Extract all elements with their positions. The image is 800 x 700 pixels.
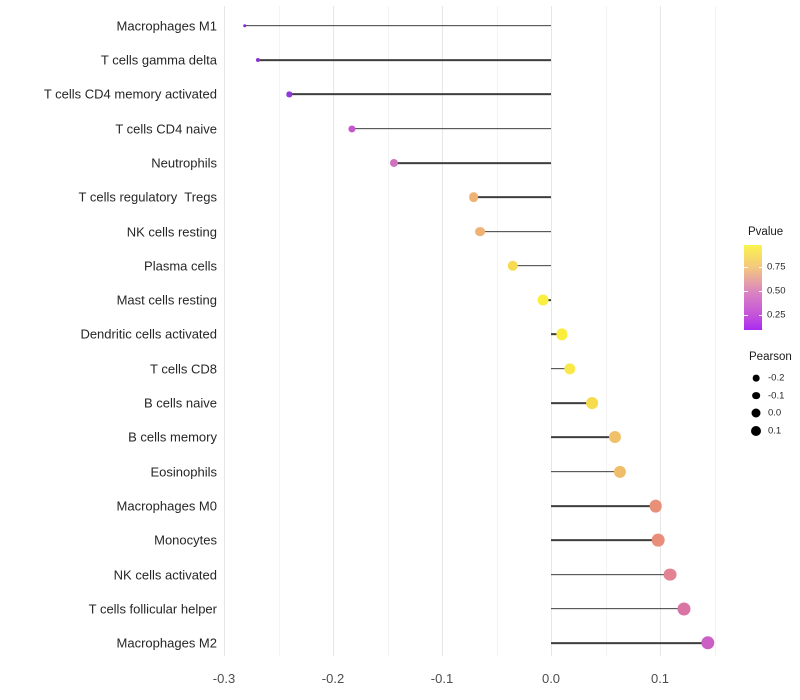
y-axis-label: Macrophages M1 bbox=[116, 18, 217, 34]
lollipop-dot bbox=[255, 57, 260, 63]
lollipop-dot bbox=[347, 125, 356, 133]
lollipop-dot bbox=[468, 192, 479, 203]
lollipop-stem bbox=[289, 93, 551, 96]
lollipop-dot bbox=[663, 568, 677, 581]
x-gridline-major bbox=[224, 6, 225, 656]
lollipop-stem bbox=[244, 24, 551, 27]
pearson-size-dot bbox=[752, 374, 760, 382]
y-axis-label: T cells CD4 memory activated bbox=[43, 86, 217, 102]
pvalue-tick-label: 0.25 bbox=[767, 309, 786, 321]
lollipop-dot bbox=[613, 465, 626, 478]
pvalue-colorbar-tickmark bbox=[758, 315, 762, 317]
lollipop-stem bbox=[394, 162, 551, 164]
x-tick-label: -0.1 bbox=[430, 671, 454, 686]
y-axis-label: NK cells activated bbox=[113, 567, 217, 582]
y-axis-label: Plasma cells bbox=[144, 258, 217, 274]
lollipop-stem bbox=[551, 402, 593, 404]
lollipop-dot bbox=[651, 533, 665, 547]
lollipop-dot bbox=[242, 23, 247, 28]
lollipop-dot bbox=[475, 226, 486, 237]
pearson-size-label: 0.0 bbox=[768, 407, 782, 419]
pvalue-colorbar-tickmark bbox=[744, 266, 748, 268]
pearson-size-label: 0.1 bbox=[768, 425, 782, 437]
lollipop-stem bbox=[551, 607, 684, 610]
x-gridline-minor bbox=[714, 6, 716, 656]
lollipop-stem bbox=[551, 539, 658, 542]
x-gridline-minor bbox=[278, 6, 280, 656]
lollipop-dot bbox=[701, 636, 715, 650]
x-tick-label: -0.2 bbox=[321, 671, 345, 686]
y-axis-label: Mast cells resting bbox=[116, 292, 217, 308]
y-axis-label: NK cells resting bbox=[126, 224, 217, 239]
x-gridline-minor bbox=[605, 6, 607, 656]
lollipop-stem bbox=[480, 230, 551, 233]
x-gridline-minor bbox=[496, 6, 498, 656]
pearson-size-label: -0.2 bbox=[768, 372, 785, 384]
lollipop-stem bbox=[512, 264, 551, 267]
x-tick-label: 0.0 bbox=[541, 671, 561, 686]
y-axis-label: Eosinophils bbox=[150, 464, 218, 480]
lollipop-stem bbox=[257, 59, 551, 61]
lollipop-dot bbox=[556, 328, 568, 341]
lollipop-stem bbox=[551, 367, 570, 370]
y-axis-label: T cells CD8 bbox=[150, 361, 217, 377]
lollipop-dot bbox=[609, 431, 622, 444]
lollipop-stem bbox=[551, 436, 616, 439]
pearson-legend-title: Pearson bbox=[749, 351, 792, 363]
pvalue-colorbar-tickmark bbox=[744, 315, 748, 317]
lollipop-dot bbox=[649, 499, 662, 513]
lollipop-dot bbox=[677, 602, 691, 616]
lollipop-dot bbox=[537, 294, 549, 306]
lollipop-stem bbox=[551, 470, 620, 473]
pearson-size-dot bbox=[751, 425, 761, 436]
x-gridline-major bbox=[660, 6, 661, 656]
y-axis-label: Monocytes bbox=[154, 532, 217, 548]
pvalue-colorbar-tickmark bbox=[758, 291, 762, 293]
y-axis-label: T cells regulatory Tregs bbox=[78, 189, 217, 205]
lollipop-dot bbox=[507, 260, 519, 272]
pearson-size-label: -0.1 bbox=[768, 390, 785, 402]
y-axis-label: T cells CD4 naive bbox=[115, 121, 217, 137]
lollipop-stem bbox=[351, 127, 551, 130]
lollipop-dot bbox=[389, 158, 399, 167]
lollipop-stem bbox=[551, 573, 670, 576]
x-gridline-minor bbox=[387, 6, 389, 656]
y-axis-label: Dendritic cells activated bbox=[80, 326, 217, 342]
lollipop-stem bbox=[473, 196, 551, 199]
pvalue-tick-label: 0.75 bbox=[767, 261, 786, 273]
pvalue-colorbar-tickmark bbox=[758, 266, 762, 268]
pvalue-colorbar-tickmark bbox=[744, 291, 748, 293]
y-axis-label: Neutrophils bbox=[151, 155, 217, 171]
y-axis-label: B cells memory bbox=[128, 429, 217, 445]
pearson-size-dot bbox=[752, 391, 760, 400]
x-tick-label: -0.3 bbox=[212, 671, 236, 686]
pearson-size-dot bbox=[751, 408, 761, 418]
y-axis-label: Macrophages M2 bbox=[116, 635, 217, 651]
pvalue-tick-label: 0.50 bbox=[767, 285, 786, 297]
y-axis-label: T cells follicular helper bbox=[88, 601, 217, 617]
pvalue-colorbar bbox=[744, 245, 762, 330]
lollipop-stem bbox=[551, 642, 708, 644]
y-axis-label: B cells naive bbox=[144, 395, 217, 411]
lollipop-dot bbox=[563, 363, 576, 375]
x-gridline-major bbox=[551, 6, 552, 656]
lollipop-stem bbox=[551, 505, 656, 507]
y-axis-label: Macrophages M0 bbox=[116, 498, 217, 514]
y-axis-label: T cells gamma delta bbox=[100, 52, 217, 68]
x-gridline-major bbox=[442, 6, 443, 656]
lollipop-dot bbox=[286, 91, 293, 97]
x-tick-label: 0.1 bbox=[650, 671, 670, 686]
x-gridline-major bbox=[333, 6, 334, 656]
pvalue-legend-title: Pvalue bbox=[748, 226, 784, 238]
lollipop-dot bbox=[586, 397, 599, 409]
